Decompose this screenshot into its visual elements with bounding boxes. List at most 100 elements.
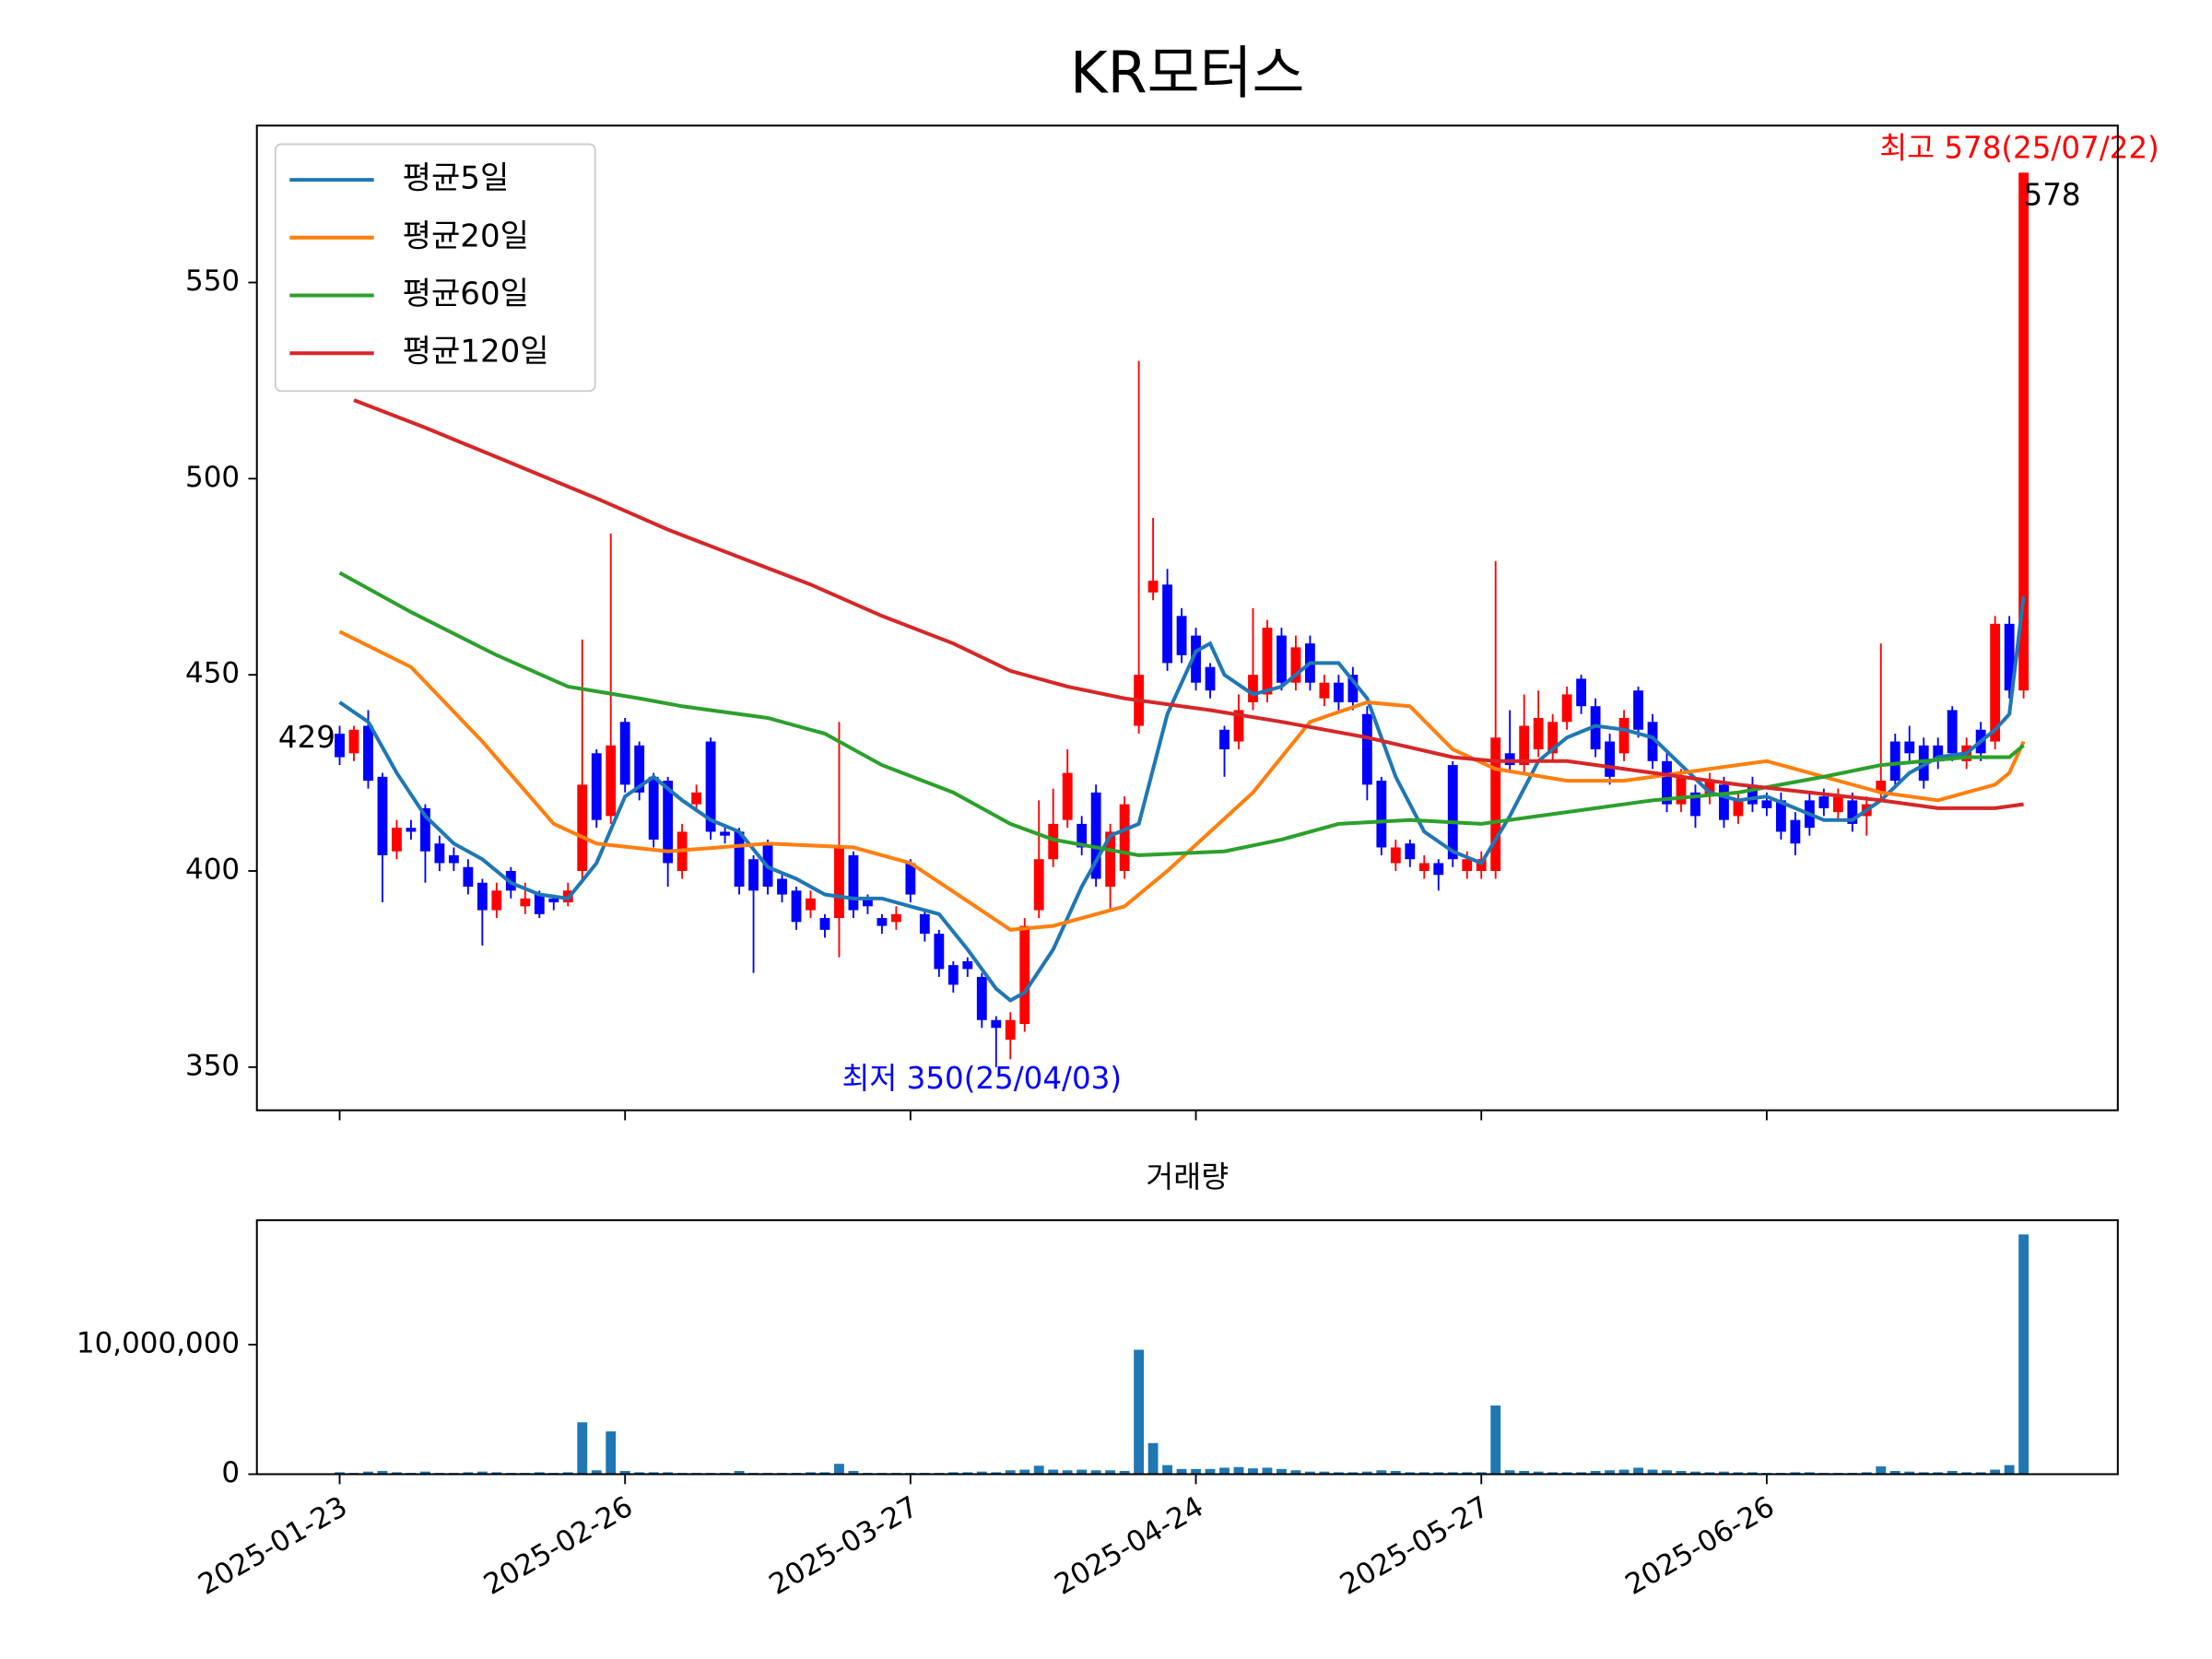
volume-bar: [1277, 1468, 1287, 1475]
candle-body: [748, 859, 759, 891]
candle-body: [947, 965, 959, 985]
candle-body: [477, 882, 488, 911]
volume-bar: [420, 1471, 430, 1475]
volume-bar: [1090, 1470, 1101, 1475]
volume-bar: [848, 1470, 859, 1475]
volume-bar: [1134, 1349, 1145, 1475]
candle-body: [1390, 847, 1401, 864]
volume-bar: [1205, 1468, 1216, 1475]
candle-body: [1462, 859, 1473, 871]
candle-body: [1647, 722, 1658, 761]
volume-bar: [1005, 1470, 1016, 1475]
volume-bar: [834, 1464, 844, 1475]
volume-bar: [1162, 1465, 1172, 1475]
volume-bar: [1390, 1470, 1401, 1475]
volume-bar: [1405, 1472, 1416, 1475]
volume-bar: [1647, 1469, 1658, 1475]
volume-bar: [1219, 1467, 1230, 1475]
candle-body: [1077, 823, 1088, 848]
candle-body: [1876, 781, 1887, 793]
volume-bar: [1590, 1470, 1601, 1475]
candle-body: [1690, 792, 1700, 817]
candle-body: [1547, 722, 1559, 754]
legend-label: 평균60일: [403, 276, 529, 312]
candle-body: [363, 725, 373, 782]
candle-body: [1618, 717, 1630, 754]
candle-body: [1347, 675, 1359, 702]
y-tick-label: 10,000,000: [76, 1326, 240, 1359]
candle-body: [962, 960, 973, 970]
volume-bar: [534, 1472, 545, 1475]
candle-body: [377, 776, 388, 855]
last-label: 578: [2024, 178, 2081, 213]
candle-body: [1889, 741, 1900, 782]
candle-body: [463, 866, 474, 888]
candle-body: [1519, 725, 1530, 766]
volume-bar: [648, 1472, 659, 1475]
candle-body: [1105, 831, 1116, 888]
candle-body: [606, 745, 617, 817]
volume-bar: [1019, 1469, 1030, 1475]
candle-body: [619, 722, 630, 785]
volume-title: 거래량: [1146, 1159, 1229, 1194]
candle-body: [1676, 776, 1687, 805]
volume-bar: [491, 1472, 502, 1475]
y-tick-label: 550: [185, 265, 240, 298]
volume-bar: [1048, 1469, 1059, 1475]
volume-bar: [1290, 1470, 1301, 1475]
candle-body: [1090, 792, 1101, 879]
volume-bar: [392, 1472, 402, 1475]
candle-body: [534, 894, 545, 914]
candle-body: [705, 741, 716, 832]
low-annotation: 최저 350(25/04/03): [842, 1061, 1123, 1096]
candle-body: [1262, 628, 1273, 695]
volume-bar: [1176, 1468, 1187, 1475]
candle-body: [1605, 741, 1615, 777]
volume-bar: [991, 1472, 1002, 1475]
volume-bar: [363, 1471, 373, 1475]
volume-bar: [1347, 1472, 1359, 1475]
candle-body: [1405, 843, 1416, 860]
candle-body: [1904, 741, 1915, 754]
candle-body: [1719, 784, 1729, 820]
volume-bar: [1662, 1470, 1672, 1475]
candle-body: [1433, 863, 1444, 876]
candle-body: [863, 898, 873, 907]
volume-bar: [2018, 1234, 2030, 1475]
candle-body: [520, 898, 531, 907]
candle-body: [734, 831, 745, 888]
volume-bar: [591, 1470, 602, 1475]
volume-bar: [1033, 1465, 1044, 1475]
volume-bar: [1790, 1472, 1801, 1475]
candle-body: [406, 828, 417, 832]
y-tick-label: 500: [185, 461, 240, 494]
volume-bar: [1248, 1468, 1258, 1475]
volume-bar: [1062, 1470, 1073, 1475]
candle-body: [648, 776, 659, 840]
candle-body: [1447, 765, 1458, 860]
volume-bar: [562, 1472, 573, 1475]
candle-body: [577, 784, 588, 871]
candle-body: [1233, 710, 1244, 742]
candle-body: [1832, 796, 1843, 813]
volume-bar: [1333, 1472, 1344, 1475]
volume-bar: [819, 1472, 830, 1475]
y-tick-label: 350: [185, 1049, 240, 1082]
legend-box: [274, 143, 596, 393]
candle-body: [434, 843, 445, 864]
candle-body: [1990, 623, 2001, 742]
candle-body: [1561, 694, 1572, 723]
volume-bar: [1690, 1471, 1700, 1475]
volume-bar: [1547, 1472, 1559, 1475]
volume-bar: [1733, 1472, 1744, 1475]
candle-body: [819, 918, 830, 930]
volume-bar: [1533, 1471, 1544, 1475]
volume-bar: [1876, 1466, 1887, 1475]
candle-body: [1847, 800, 1858, 824]
ma-line: [353, 398, 2024, 810]
candle-body: [1119, 804, 1130, 871]
volume-bar: [1447, 1472, 1458, 1475]
candle-body: [1147, 581, 1159, 593]
volume-bar: [606, 1431, 617, 1475]
